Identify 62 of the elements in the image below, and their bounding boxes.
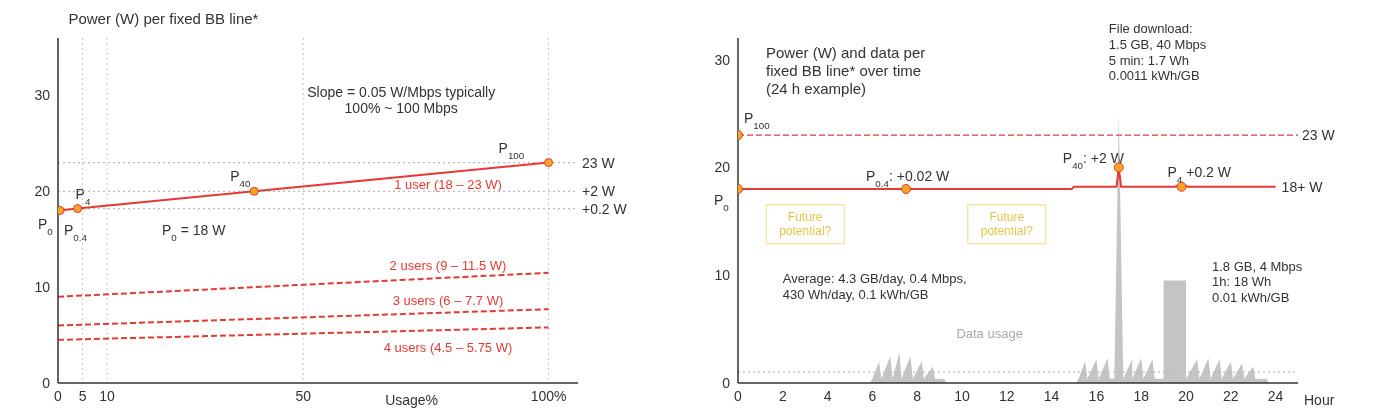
annotation: File download: 1.5 GB, 40 Mbps 5 min: 1.7 Wh 0.0011 kWh/GB <box>1108 21 1207 84</box>
y-tick-label: 30 <box>714 51 731 68</box>
x-tick-label: 10 <box>99 387 116 404</box>
annotation: Slope = 0.05 W/Mbps typically 100% ~ 100 Mbps <box>307 83 496 117</box>
series-label: 3 users (6 – 7.7 W) <box>392 292 504 308</box>
y-tick-label: 20 <box>34 183 51 200</box>
x-axis-title: Usage% <box>385 392 439 408</box>
x-tick-label: 16 <box>1088 387 1105 404</box>
ref-line-label: 23 W <box>1302 127 1336 144</box>
x-tick-label: 0 <box>734 387 743 404</box>
annotation: P$_{0}$ <box>38 215 54 236</box>
annotation: 18+ W <box>1281 178 1324 195</box>
y-tick-label: 0 <box>722 374 731 391</box>
point <box>249 186 259 196</box>
point <box>1113 162 1124 173</box>
annotation: P$_{4}$ <box>75 185 91 207</box>
x-tick-label: 24 <box>1267 387 1284 404</box>
x-tick-label: 18 <box>1133 387 1150 404</box>
x-tick-label: 100% <box>530 387 567 404</box>
annotation: P$_{0}$ <box>714 191 730 213</box>
annotation: P$_{0}$ = 18 W <box>162 221 227 243</box>
point <box>544 158 554 168</box>
annotation: P$_{40}$: +2 W <box>1062 150 1125 171</box>
point <box>73 204 83 214</box>
x-tick-label: 8 <box>913 387 922 404</box>
annotation: P$_{100}$ <box>498 139 525 161</box>
x-tick-label: 22 <box>1223 387 1239 404</box>
x-axis-title: Hour <box>1304 392 1335 408</box>
x-tick-label: 2 <box>778 387 787 404</box>
x-tick-label: 4 <box>823 387 832 404</box>
annotation: P$_{40}$ <box>230 168 252 189</box>
x-tick-label: 50 <box>295 387 312 404</box>
ref-line-label: 23 W <box>582 154 616 171</box>
annotation: Future potential? <box>779 209 832 239</box>
annotation: P$_{0.4}$: +0.02 W <box>866 167 951 189</box>
chart-title: Power (W) per fixed BB line* <box>68 10 259 27</box>
x-tick-label: 10 <box>954 387 970 404</box>
x-tick-label: 5 <box>78 387 87 404</box>
annotation: Average: 4.3 GB/day, 0.4 Mbps, 430 Wh/day, 0.1 kWh/GB <box>782 270 967 302</box>
y-tick-label: 30 <box>34 87 51 104</box>
series-label: 2 users (9 – 11.5 W) <box>389 257 507 273</box>
ref-line-label: +2 W <box>582 183 616 200</box>
annotation: Data usage <box>956 326 1023 342</box>
x-tick-label: 6 <box>868 387 877 404</box>
x-tick-label: 12 <box>999 387 1015 404</box>
x-tick-label: 14 <box>1043 387 1060 404</box>
annotation: P$_{0.4}$ <box>63 221 88 242</box>
series-label: 1 user (18 – 23 W) <box>394 177 502 193</box>
series-label: 4 users (4.5 – 5.75 W) <box>383 339 513 355</box>
annotation: Future potential? <box>980 209 1034 239</box>
point <box>900 183 912 194</box>
y-tick-label: 20 <box>714 159 731 176</box>
text: Power (W) and data per fixed BB line* over time (24 h example) <box>766 44 926 97</box>
annotation: 1.8 GB, 4 Mbps 1h: 18 Wh 0.01 kWh/GB <box>1212 258 1303 305</box>
y-tick-label: 0 <box>42 374 51 391</box>
x-tick-label: 0 <box>54 387 63 404</box>
point <box>1176 181 1187 192</box>
y-tick-label: 10 <box>714 267 731 284</box>
ref-line-label: +0.2 W <box>582 200 628 217</box>
y-tick-label: 10 <box>34 279 51 296</box>
annotation: P$_{100}$ <box>744 110 771 131</box>
x-tick-label: 20 <box>1178 387 1194 404</box>
